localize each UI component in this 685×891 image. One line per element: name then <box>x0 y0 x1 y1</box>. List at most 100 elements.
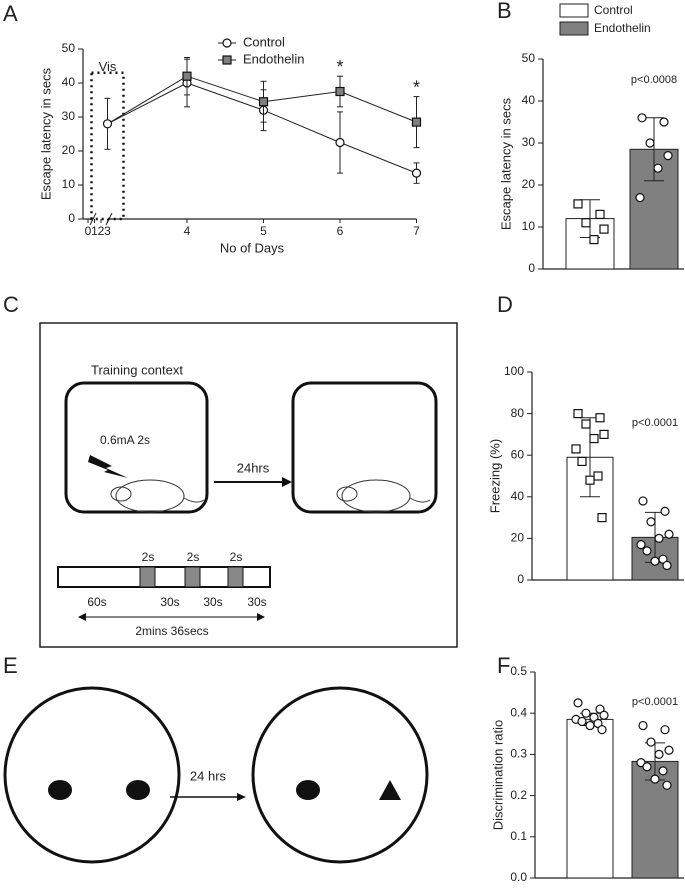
shock-period <box>139 566 156 588</box>
legend-label: Endothelin <box>594 21 651 35</box>
marker <box>642 762 652 772</box>
y-tick-label: 0 <box>528 261 535 275</box>
y-tick-label: 100 <box>504 364 524 378</box>
marker <box>599 429 609 439</box>
significance: * <box>413 77 420 97</box>
panel-label: D <box>497 292 513 317</box>
marker <box>660 506 670 516</box>
x-tick-label: 4 <box>184 224 191 238</box>
panel-label: F <box>497 653 510 678</box>
arrowhead <box>78 613 86 621</box>
delay-label: 24 hrs <box>190 768 227 783</box>
arena <box>3 686 181 864</box>
diagram-c: C Training context 0.6mA 2s 24hrs 2s 2s … <box>3 292 458 648</box>
significance: * <box>336 57 343 77</box>
context-box <box>291 381 438 514</box>
legend-label: Control <box>243 34 285 49</box>
y-tick-label: 20 <box>522 177 536 191</box>
panel-label: E <box>3 653 18 678</box>
x-tick-label: 0 <box>85 224 92 238</box>
marker <box>258 97 269 107</box>
marker <box>654 533 664 544</box>
legend-marker <box>222 55 232 65</box>
marker <box>597 725 607 735</box>
lightning <box>88 455 128 478</box>
y-axis-label: Discrimination ratio <box>490 720 505 831</box>
marker <box>654 749 664 760</box>
marker <box>637 113 647 123</box>
marker <box>585 475 595 485</box>
interval-label: 30s <box>203 595 222 609</box>
marker <box>589 235 599 245</box>
marker <box>182 71 192 81</box>
marker <box>585 720 595 731</box>
panel-label: B <box>497 0 512 23</box>
y-tick-label: 40 <box>511 489 525 503</box>
y-tick-label: 0.2 <box>510 788 527 802</box>
y-tick-label: 30 <box>62 109 76 123</box>
y-axis-label: Escape latency in secs <box>498 97 513 230</box>
vis-box <box>90 71 125 221</box>
duration-label: 2s <box>230 550 243 564</box>
connector <box>107 75 188 125</box>
x-tick-label: 5 <box>260 224 267 238</box>
x-tick-label: 2 <box>98 224 105 238</box>
annotation: p<0.0001 <box>632 417 678 429</box>
duration-label: 2s <box>142 550 155 564</box>
interval-label: 60s <box>87 595 106 609</box>
marker <box>635 193 645 203</box>
marker <box>335 137 345 148</box>
x-tick-label: 1 <box>91 224 98 238</box>
shock-period <box>227 566 244 588</box>
marker <box>645 138 655 148</box>
arena <box>251 686 429 864</box>
marker <box>599 224 609 234</box>
marker <box>573 698 583 708</box>
marker <box>663 151 673 161</box>
marker <box>589 433 599 444</box>
y-tick-label: 0.1 <box>510 829 527 843</box>
y-tick-label: 50 <box>62 41 76 55</box>
marker <box>662 780 672 790</box>
duration-label: 2s <box>187 550 200 564</box>
marker <box>642 546 652 556</box>
marker <box>662 560 672 571</box>
annotation: p<0.0008 <box>631 74 677 86</box>
context-box <box>64 381 209 514</box>
object <box>126 780 150 800</box>
marker <box>581 218 591 228</box>
legend-marker <box>222 38 232 48</box>
break-mark <box>89 212 97 226</box>
rat <box>110 479 431 513</box>
y-tick-label: 0.4 <box>510 705 527 719</box>
marker <box>593 471 603 481</box>
shock-label: 0.6mA 2s <box>100 433 150 447</box>
y-tick-label: 0.0 <box>510 870 527 884</box>
y-tick-label: 40 <box>62 75 76 89</box>
y-tick-label: 10 <box>522 219 536 233</box>
arrowhead <box>257 613 265 621</box>
marker <box>638 496 648 506</box>
marker <box>664 745 674 755</box>
vis-label: Vis <box>99 59 117 74</box>
marker <box>595 209 605 219</box>
y-tick-label: 50 <box>522 51 536 65</box>
x-tick-label: 3 <box>104 224 111 238</box>
y-tick-label: 30 <box>522 135 536 149</box>
connector <box>107 82 188 125</box>
marker <box>411 117 422 127</box>
timeline <box>57 566 271 588</box>
marker <box>597 512 607 523</box>
y-tick-label: 40 <box>522 93 536 107</box>
series-line <box>186 75 417 123</box>
y-tick-label: 80 <box>511 406 525 420</box>
marker <box>573 199 583 209</box>
arrowhead <box>282 477 292 487</box>
delay-label: 24hrs <box>237 460 270 475</box>
legend-label: Control <box>594 3 633 17</box>
annotation: p<0.0001 <box>632 696 678 708</box>
marker <box>599 710 609 720</box>
bar <box>566 718 614 879</box>
y-tick-label: 20 <box>62 143 76 157</box>
